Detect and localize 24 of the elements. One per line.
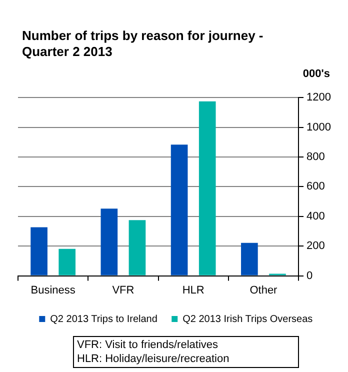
legend-label: Q2 2013 Irish Trips Overseas (182, 314, 313, 325)
y-tick-label: 1000 (306, 121, 332, 134)
y-tick-label: 200 (306, 240, 325, 252)
y-tick-label: 0 (306, 270, 313, 282)
chart-title: Number of trips by reason for journey - Quarter 2 2013 (22, 28, 264, 60)
x-tick-label: VFR (112, 284, 134, 296)
bar (170, 144, 188, 276)
bar (241, 242, 258, 276)
text: VFR: Visit to friends/relatives (77, 338, 220, 352)
y-tick-label: 1200 (306, 92, 332, 104)
text: HLR: Holiday/leisure/recreation (77, 352, 230, 366)
x-tick-label: Other (250, 284, 278, 296)
bar (128, 220, 146, 276)
bar (58, 248, 76, 276)
bar (30, 227, 48, 276)
x-tick-label: HLR (182, 284, 204, 296)
legend-label: Q2 2013 Trips to Ireland (50, 314, 158, 325)
bar (100, 208, 118, 276)
bar (198, 101, 216, 276)
x-tick-label: Business (30, 284, 76, 296)
y-axis-title: 000's (302, 68, 330, 80)
y-tick-label: 600 (306, 180, 325, 193)
y-tick-label: 800 (306, 151, 325, 164)
y-tick-label: 400 (306, 210, 325, 222)
